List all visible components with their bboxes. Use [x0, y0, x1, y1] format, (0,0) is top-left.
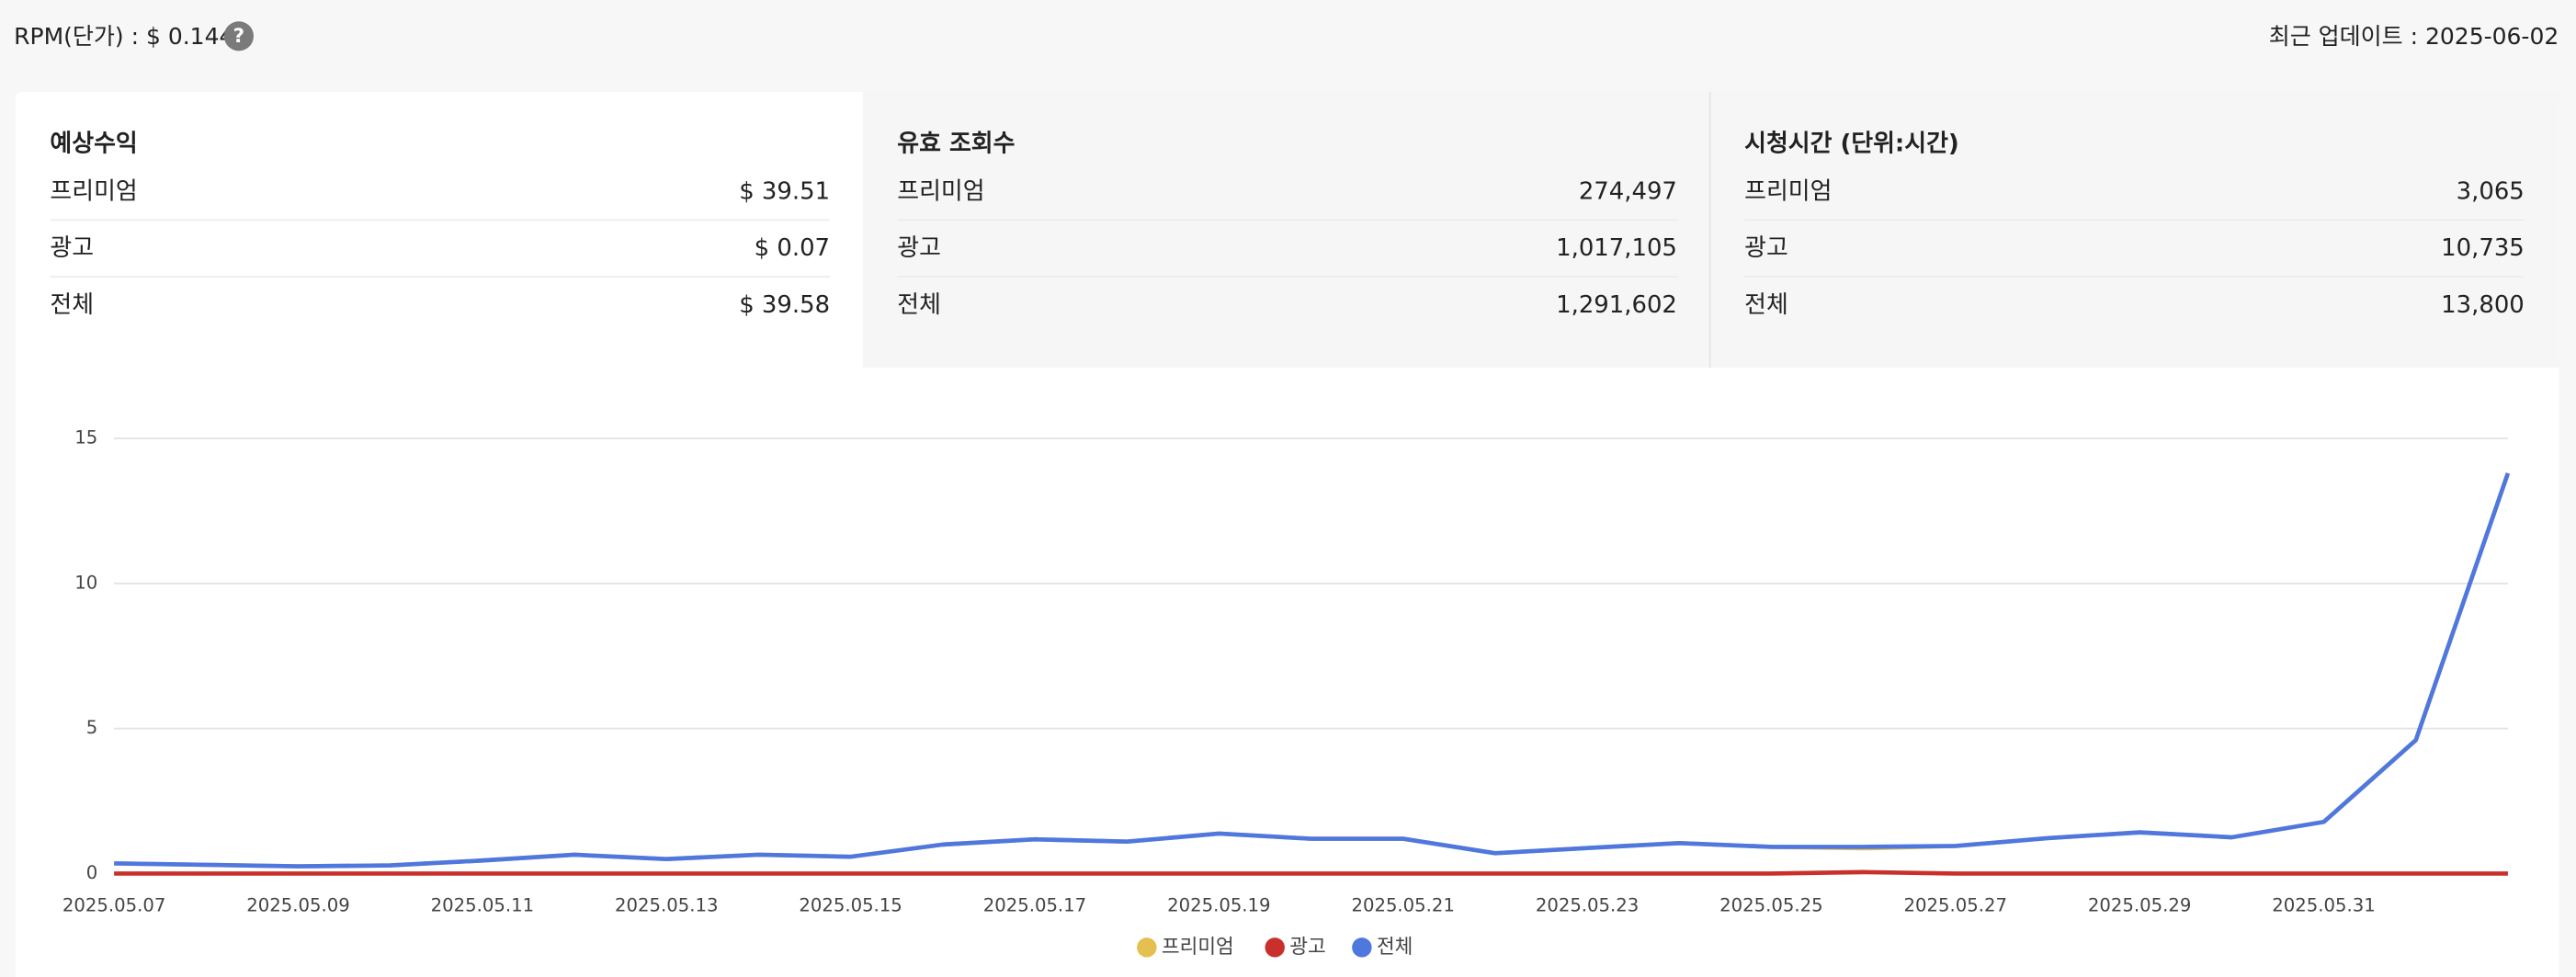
legend-label: 프리미엄: [1162, 936, 1234, 959]
row-label: 전체: [897, 291, 941, 319]
x-tick-label: 2025.05.15: [799, 895, 902, 916]
x-tick-label: 2025.05.25: [1719, 895, 1822, 916]
y-tick-label: 5: [86, 717, 98, 738]
row-label: 프리미엄: [1744, 178, 1832, 206]
row-value: 3,065: [2457, 178, 2525, 206]
row-value: 1,017,105: [1556, 234, 1677, 262]
y-tick-label: 0: [86, 862, 98, 883]
legend-label: 전체: [1377, 936, 1413, 959]
x-tick-label: 2025.05.31: [2272, 895, 2375, 916]
y-tick-label: 10: [74, 572, 97, 593]
row-value: $ 39.51: [739, 178, 830, 206]
x-tick-label: 2025.05.29: [2088, 895, 2191, 916]
legend-label: 광고: [1289, 936, 1325, 959]
row-label: 프리미엄: [897, 178, 984, 206]
x-tick-label: 2025.05.21: [1351, 895, 1454, 916]
row-value: 13,800: [2441, 291, 2525, 319]
row-label: 광고: [1744, 234, 1788, 262]
rpm-label: RPM(단가) : $ 0.144: [14, 23, 233, 50]
x-tick-label: 2025.05.17: [983, 895, 1086, 916]
x-tick-label: 2025.05.19: [1167, 895, 1270, 916]
row-value: $ 0.07: [755, 234, 830, 262]
row-label: 광고: [50, 234, 94, 262]
row-value: 274,497: [1579, 178, 1677, 206]
card-title: 유효 조회수: [897, 131, 1015, 158]
row-label: 전체: [1744, 291, 1788, 319]
updated-label: 최근 업데이트 : 2025-06-02: [2269, 23, 2559, 50]
help-icon[interactable]: [223, 21, 254, 51]
x-tick-label: 2025.05.27: [1904, 895, 2007, 916]
help-glyph: ?: [233, 25, 244, 48]
x-tick-label: 2025.05.23: [1536, 895, 1639, 916]
x-tick-label: 2025.05.13: [615, 895, 718, 916]
legend-swatch: [1352, 937, 1372, 958]
row-label: 프리미엄: [50, 178, 137, 206]
x-tick-label: 2025.05.11: [431, 895, 534, 916]
row-value: 10,735: [2441, 234, 2525, 262]
x-tick-label: 2025.05.07: [62, 895, 165, 916]
row-label: 전체: [50, 291, 94, 319]
legend-swatch: [1137, 937, 1157, 958]
card-title: 예상수익: [50, 131, 137, 158]
row-label: 광고: [897, 234, 941, 262]
x-tick-label: 2025.05.09: [246, 895, 349, 916]
card-title: 시청시간 (단위:시간): [1744, 131, 1959, 158]
row-value: $ 39.58: [739, 291, 830, 319]
y-tick-label: 15: [74, 427, 97, 449]
series-line: [114, 869, 2508, 876]
row-value: 1,291,602: [1556, 291, 1677, 319]
legend-swatch: [1265, 937, 1285, 958]
series-line: [114, 472, 2511, 869]
